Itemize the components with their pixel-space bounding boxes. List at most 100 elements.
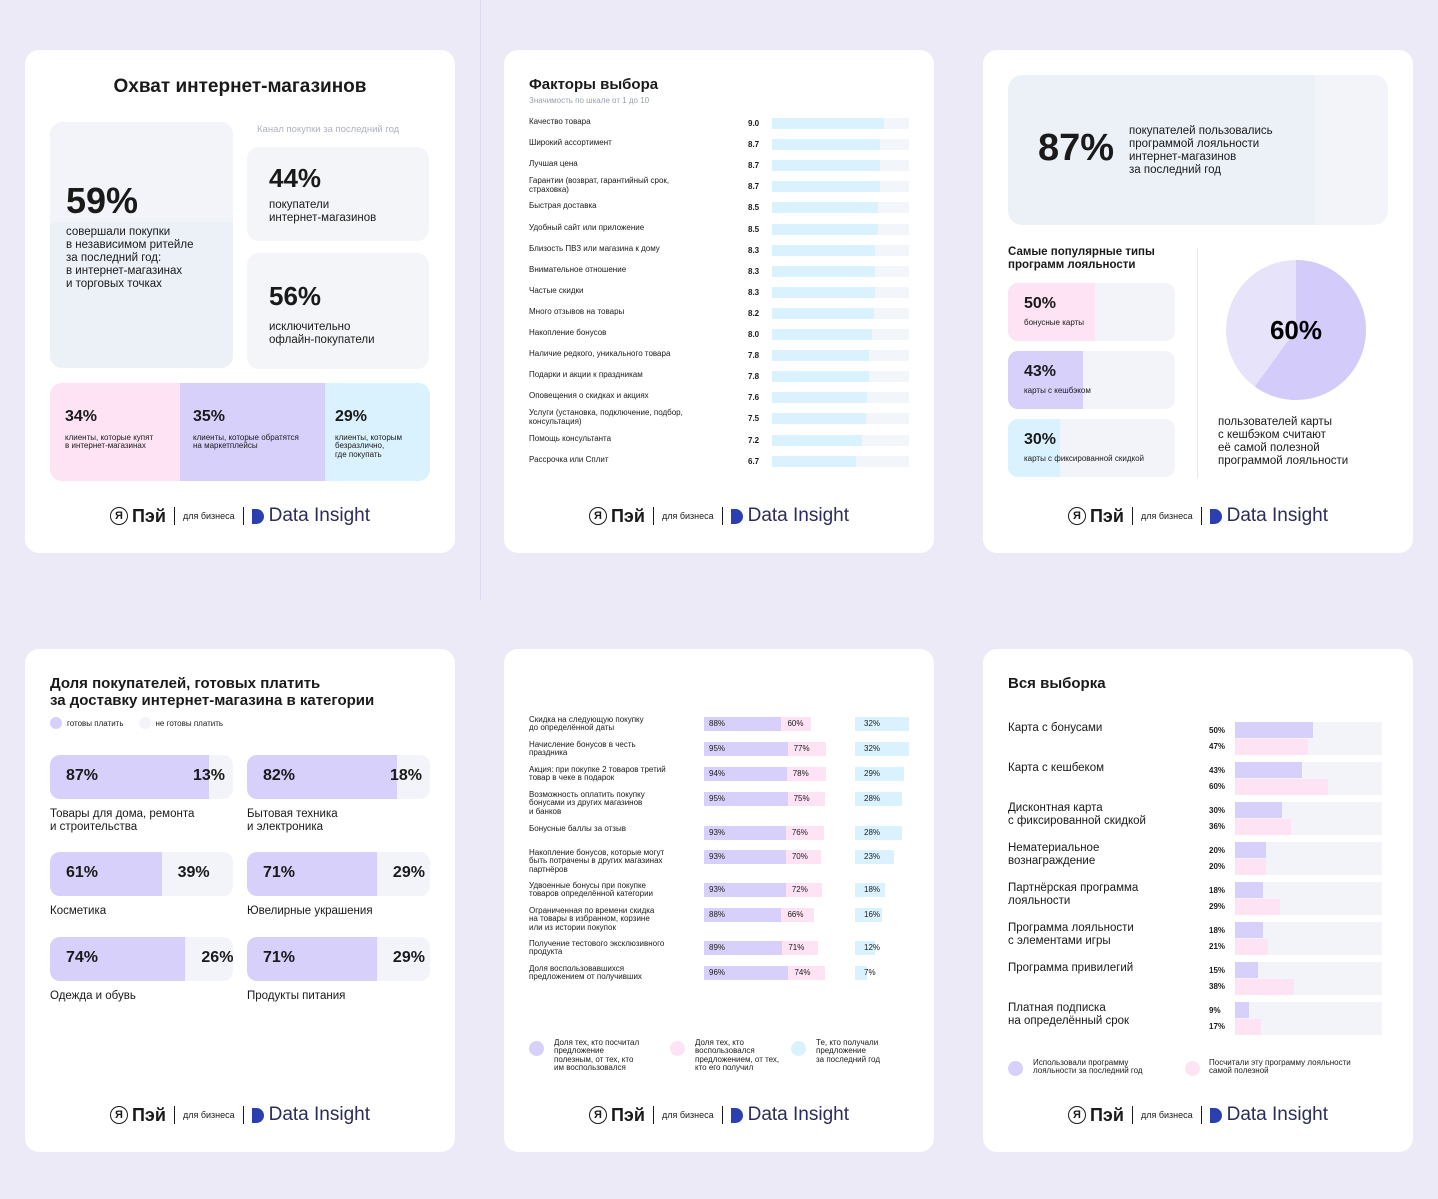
sample-value-useful: 29% [1209,902,1226,911]
offer-value-received: 16% [864,910,881,919]
factor-value-label: 8.7 [748,140,760,150]
offer-value-useful: 93% [709,852,726,861]
loyalty-type-fill [1008,351,1083,409]
factor-label: Услуги (установка, подключение, подбор, … [529,408,683,426]
business-label: для бизнеса [182,1110,235,1120]
data-insight-label: Data Insight [268,1104,371,1125]
offer-value-received: 12% [864,943,881,952]
delivery-notready-pct: 13% [193,767,226,784]
legend: Использовали программу лояльности за пос… [1008,1058,1388,1089]
delivery-notready-pct: 29% [392,864,425,881]
legend-swatch [50,717,62,729]
factor-bar [772,434,862,446]
divider [1197,248,1198,478]
footer-logos: Я Пэй для бизнеса Data Insight [983,505,1413,527]
factor-label: Близость ПВЗ или магазина к дому [529,243,660,253]
stat-box-online: 44% покупатели интернет-магазинов [247,147,429,241]
offer-value-useful: 88% [709,910,726,919]
yandex-pay-logo: Я Пэй [1067,1105,1124,1126]
offer-label: Акция: при покупке 2 товаров третий това… [529,765,666,783]
sample-bar-useful [1235,899,1281,915]
sample-bar-used [1235,882,1264,898]
pay-label: Пэй [131,505,166,526]
offer-bar-used [785,826,824,840]
offer-label: Возможность оплатить покупку бонусами из… [529,790,645,816]
offer-bar-useful [704,966,789,980]
offer-value-used: 75% [793,794,810,803]
sample-value-used: 20% [1209,846,1226,855]
factor-label: Лучшая цена [529,159,578,169]
sample-bar-used [1235,802,1282,818]
stat-pct: 44% [269,163,322,193]
ya-icon: Я [109,507,128,525]
factor-value-label: 8.3 [748,266,760,276]
offer-value-used: 76% [791,828,808,837]
factor-value-label: 7.2 [748,435,760,445]
offer-label: Бонусные баллы за отзыв [529,824,626,833]
divider [652,507,654,525]
yandex-pay-logo: Я Пэй [588,506,645,527]
delivery-notready-pct: 26% [201,949,233,966]
delivery-ready-pct: 87% [66,767,99,784]
types-title: Самые популярные типы программ лояльност… [1008,246,1155,271]
loyalty-type-fill [1008,283,1095,341]
offer-value-received: 28% [864,794,881,803]
footer-logos: Я Пэй для бизнеса Data Insight [504,1104,934,1126]
legend-label: Использовали программу лояльности за пос… [1033,1058,1143,1076]
ya-icon: Я [1067,1106,1086,1124]
data-insight-icon [730,1107,743,1123]
sample-bar-used [1235,962,1259,978]
factor-label: Помощь консультанта [529,433,612,443]
loyalty-type-text: карты с кешбэком [1024,386,1091,395]
offer-bar-received [855,767,904,781]
delivery-category-label: Товары для дома, ремонта и строительства [50,808,195,833]
offer-bar-received [855,792,903,806]
sample-label: Нематериальное вознаграждение [1008,842,1100,867]
data-insight-logo: Data Insight [1209,505,1329,527]
split-bar: 34% клиенты, которые купят в интернет-ма… [50,383,430,481]
offer-bar-used [785,850,821,864]
sample-bar-useful [1235,859,1267,875]
data-insight-logo: Data Insight [730,505,849,527]
legend-label: Посчитали эту программу лояльности самой… [1209,1058,1351,1076]
factor-label: Широкий ассортимент [529,138,612,148]
factor-bar [772,181,881,193]
chart-title: Факторы выбора [529,76,659,93]
sample-label: Дисконтная карта с фиксированной скидкой [1008,802,1146,827]
factor-bar [772,307,875,319]
offer-bar-useful [704,767,787,781]
delivery-bar-fill [50,755,210,799]
factor-label: Рассрочка или Сплит [529,454,609,464]
ya-icon: Я [1067,507,1086,525]
card-loyalty: 87% покупателей пользовались программой … [983,50,1413,553]
stat-text: покупатели интернет-магазинов [269,199,377,224]
ya-icon: Я [588,1106,607,1124]
loyalty-type-box: 43% карты с кешбэком [1008,351,1175,409]
factor-bar [772,455,856,467]
delivery-bar: 61% 39% [50,852,233,896]
delivery-notready-pct: 29% [392,949,425,966]
delivery-bar-fill [50,852,162,896]
pay-label: Пэй [1089,505,1124,526]
delivery-bar-fill [247,852,377,896]
delivery-ready-pct: 74% [66,949,99,966]
offer-value-received: 32% [864,744,881,753]
business-label: для бизнеса [661,511,714,521]
divider [242,507,244,525]
data-insight-label: Data Insight [1226,505,1329,526]
legend-swatch [670,1041,685,1056]
offer-label: Удвоенные бонусы при покупке товаров опр… [529,881,654,899]
main-stat-text: совершали покупки в независимом ритейле … [66,226,194,290]
offer-value-received: 18% [864,885,881,894]
loyalty-type-box: 50% бонусные карты [1008,283,1175,341]
delivery-ready-pct: 71% [263,864,296,881]
delivery-category-label: Бытовая техника и электроника [247,808,338,833]
delivery-notready-pct: 39% [177,864,210,881]
legend-label: Доля тех, кто посчитал предложение полез… [554,1038,640,1073]
factor-label: Наличие редкого, уникального товара [529,349,671,359]
offer-value-used: 60% [787,719,804,728]
sample-value-useful: 21% [1209,942,1226,951]
split-pct: 34% [65,408,98,425]
offer-value-useful: 93% [709,885,726,894]
delivery-ready-pct: 61% [66,864,99,881]
